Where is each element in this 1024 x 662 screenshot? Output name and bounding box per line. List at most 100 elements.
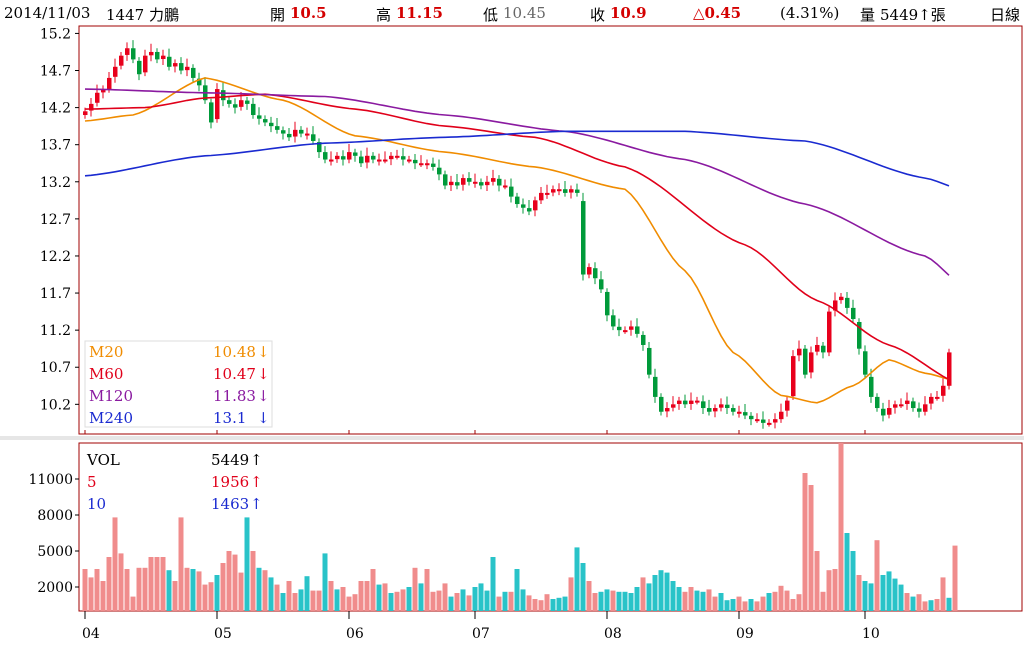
x-tick-label: 07 bbox=[472, 626, 490, 642]
volume-bar bbox=[250, 551, 256, 611]
volume-bar bbox=[334, 589, 340, 611]
candle-body bbox=[899, 404, 904, 407]
volume-bar bbox=[352, 594, 358, 611]
volume-bar bbox=[370, 569, 376, 611]
candle-body bbox=[773, 419, 778, 423]
candle-body bbox=[761, 419, 766, 423]
candle-body bbox=[299, 129, 304, 134]
volume-bar bbox=[796, 594, 802, 611]
candle-body bbox=[719, 404, 724, 408]
candle-body bbox=[239, 100, 244, 107]
volume-bar bbox=[496, 596, 502, 611]
candle-body bbox=[815, 344, 820, 352]
candle-body bbox=[521, 204, 526, 208]
candle-body bbox=[797, 348, 802, 356]
volume-bar bbox=[466, 595, 472, 611]
volume-bar bbox=[778, 585, 784, 611]
candle-body bbox=[545, 192, 550, 195]
volume-bar bbox=[622, 591, 628, 611]
candle-body bbox=[671, 404, 676, 408]
volume-bar bbox=[124, 569, 130, 611]
ma-legend-name: M240 bbox=[89, 409, 133, 427]
volume-legend-name: 10 bbox=[87, 495, 106, 513]
candle-body bbox=[527, 208, 532, 212]
volume-bar bbox=[88, 577, 94, 611]
ma-legend-arrow: ↓ bbox=[257, 365, 270, 383]
candle-body bbox=[581, 201, 586, 275]
candle-body bbox=[95, 92, 100, 103]
candle-body bbox=[227, 100, 232, 104]
volume-bar bbox=[136, 567, 142, 611]
candle-body bbox=[653, 376, 658, 397]
candle-body bbox=[779, 411, 784, 420]
volume-bar bbox=[196, 571, 202, 611]
volume-bar bbox=[454, 593, 460, 611]
volume-tick-label: 2000 bbox=[37, 580, 73, 596]
ma-legend-value: 10.47 bbox=[213, 365, 256, 383]
ma-legend-value: 11.83 bbox=[213, 387, 256, 405]
volume-bar bbox=[862, 581, 868, 611]
candle-body bbox=[905, 400, 910, 404]
volume-bar bbox=[262, 570, 268, 611]
volume-bar bbox=[160, 557, 166, 611]
volume-bar bbox=[346, 596, 352, 611]
ma-legend-name: M20 bbox=[89, 343, 123, 361]
candle-body bbox=[707, 408, 712, 412]
candle-body bbox=[941, 385, 946, 396]
volume-bar bbox=[634, 587, 640, 611]
price-tick-label: 15.2 bbox=[40, 26, 71, 42]
candle-body bbox=[269, 122, 274, 127]
candle-body bbox=[173, 63, 178, 67]
candle-body bbox=[371, 155, 376, 160]
period-label: 日線 bbox=[990, 6, 1021, 24]
volume-bar bbox=[130, 596, 136, 611]
candle-body bbox=[647, 347, 652, 375]
candle-body bbox=[923, 404, 928, 412]
volume-bar bbox=[316, 590, 322, 611]
volume-tick-label: 5000 bbox=[37, 544, 73, 560]
volume-bar bbox=[520, 589, 526, 611]
volume-bar bbox=[880, 575, 886, 611]
candle-body bbox=[635, 326, 640, 334]
candle-body bbox=[947, 352, 952, 386]
candle-body bbox=[407, 159, 412, 162]
x-tick-label: 04 bbox=[82, 626, 100, 642]
candle-body bbox=[485, 181, 490, 186]
volume-bar bbox=[400, 589, 406, 611]
volume-bar bbox=[766, 593, 772, 611]
candle-body bbox=[767, 422, 772, 425]
candle-body bbox=[341, 156, 346, 160]
candle-body bbox=[641, 334, 646, 345]
candle-body bbox=[155, 51, 160, 60]
candle-body bbox=[167, 56, 172, 67]
volume-bar bbox=[490, 557, 496, 611]
candle-body bbox=[695, 400, 700, 403]
price-tick-label: 12.2 bbox=[40, 249, 71, 265]
close-label: 收 bbox=[590, 6, 606, 24]
volume-bar bbox=[538, 600, 544, 611]
ma-legend-box bbox=[84, 340, 273, 428]
volume-bar bbox=[220, 563, 226, 611]
volume-bar bbox=[214, 575, 220, 611]
volume-bar bbox=[832, 569, 838, 611]
candle-body bbox=[377, 159, 382, 162]
candle-body bbox=[623, 330, 628, 333]
candle-body bbox=[737, 411, 742, 414]
volume-legend-name: VOL bbox=[86, 451, 120, 469]
ma-line-m60 bbox=[84, 93, 950, 381]
candle-body bbox=[137, 60, 142, 75]
price-tick-label: 12.7 bbox=[40, 212, 71, 228]
candle-body bbox=[455, 182, 460, 186]
candle-body bbox=[587, 267, 592, 275]
volume-bar bbox=[616, 591, 622, 611]
price-tick-label: 13.2 bbox=[40, 175, 71, 191]
candle-body bbox=[467, 178, 472, 182]
candle-body bbox=[725, 404, 730, 409]
volume-bar bbox=[556, 597, 562, 611]
volume-bar bbox=[688, 587, 694, 611]
price-tick-label: 10.7 bbox=[40, 360, 71, 376]
candle-body bbox=[689, 400, 694, 404]
candle-body bbox=[833, 300, 838, 311]
price-tick-label: 10.2 bbox=[40, 397, 71, 413]
candle-body bbox=[605, 291, 610, 316]
